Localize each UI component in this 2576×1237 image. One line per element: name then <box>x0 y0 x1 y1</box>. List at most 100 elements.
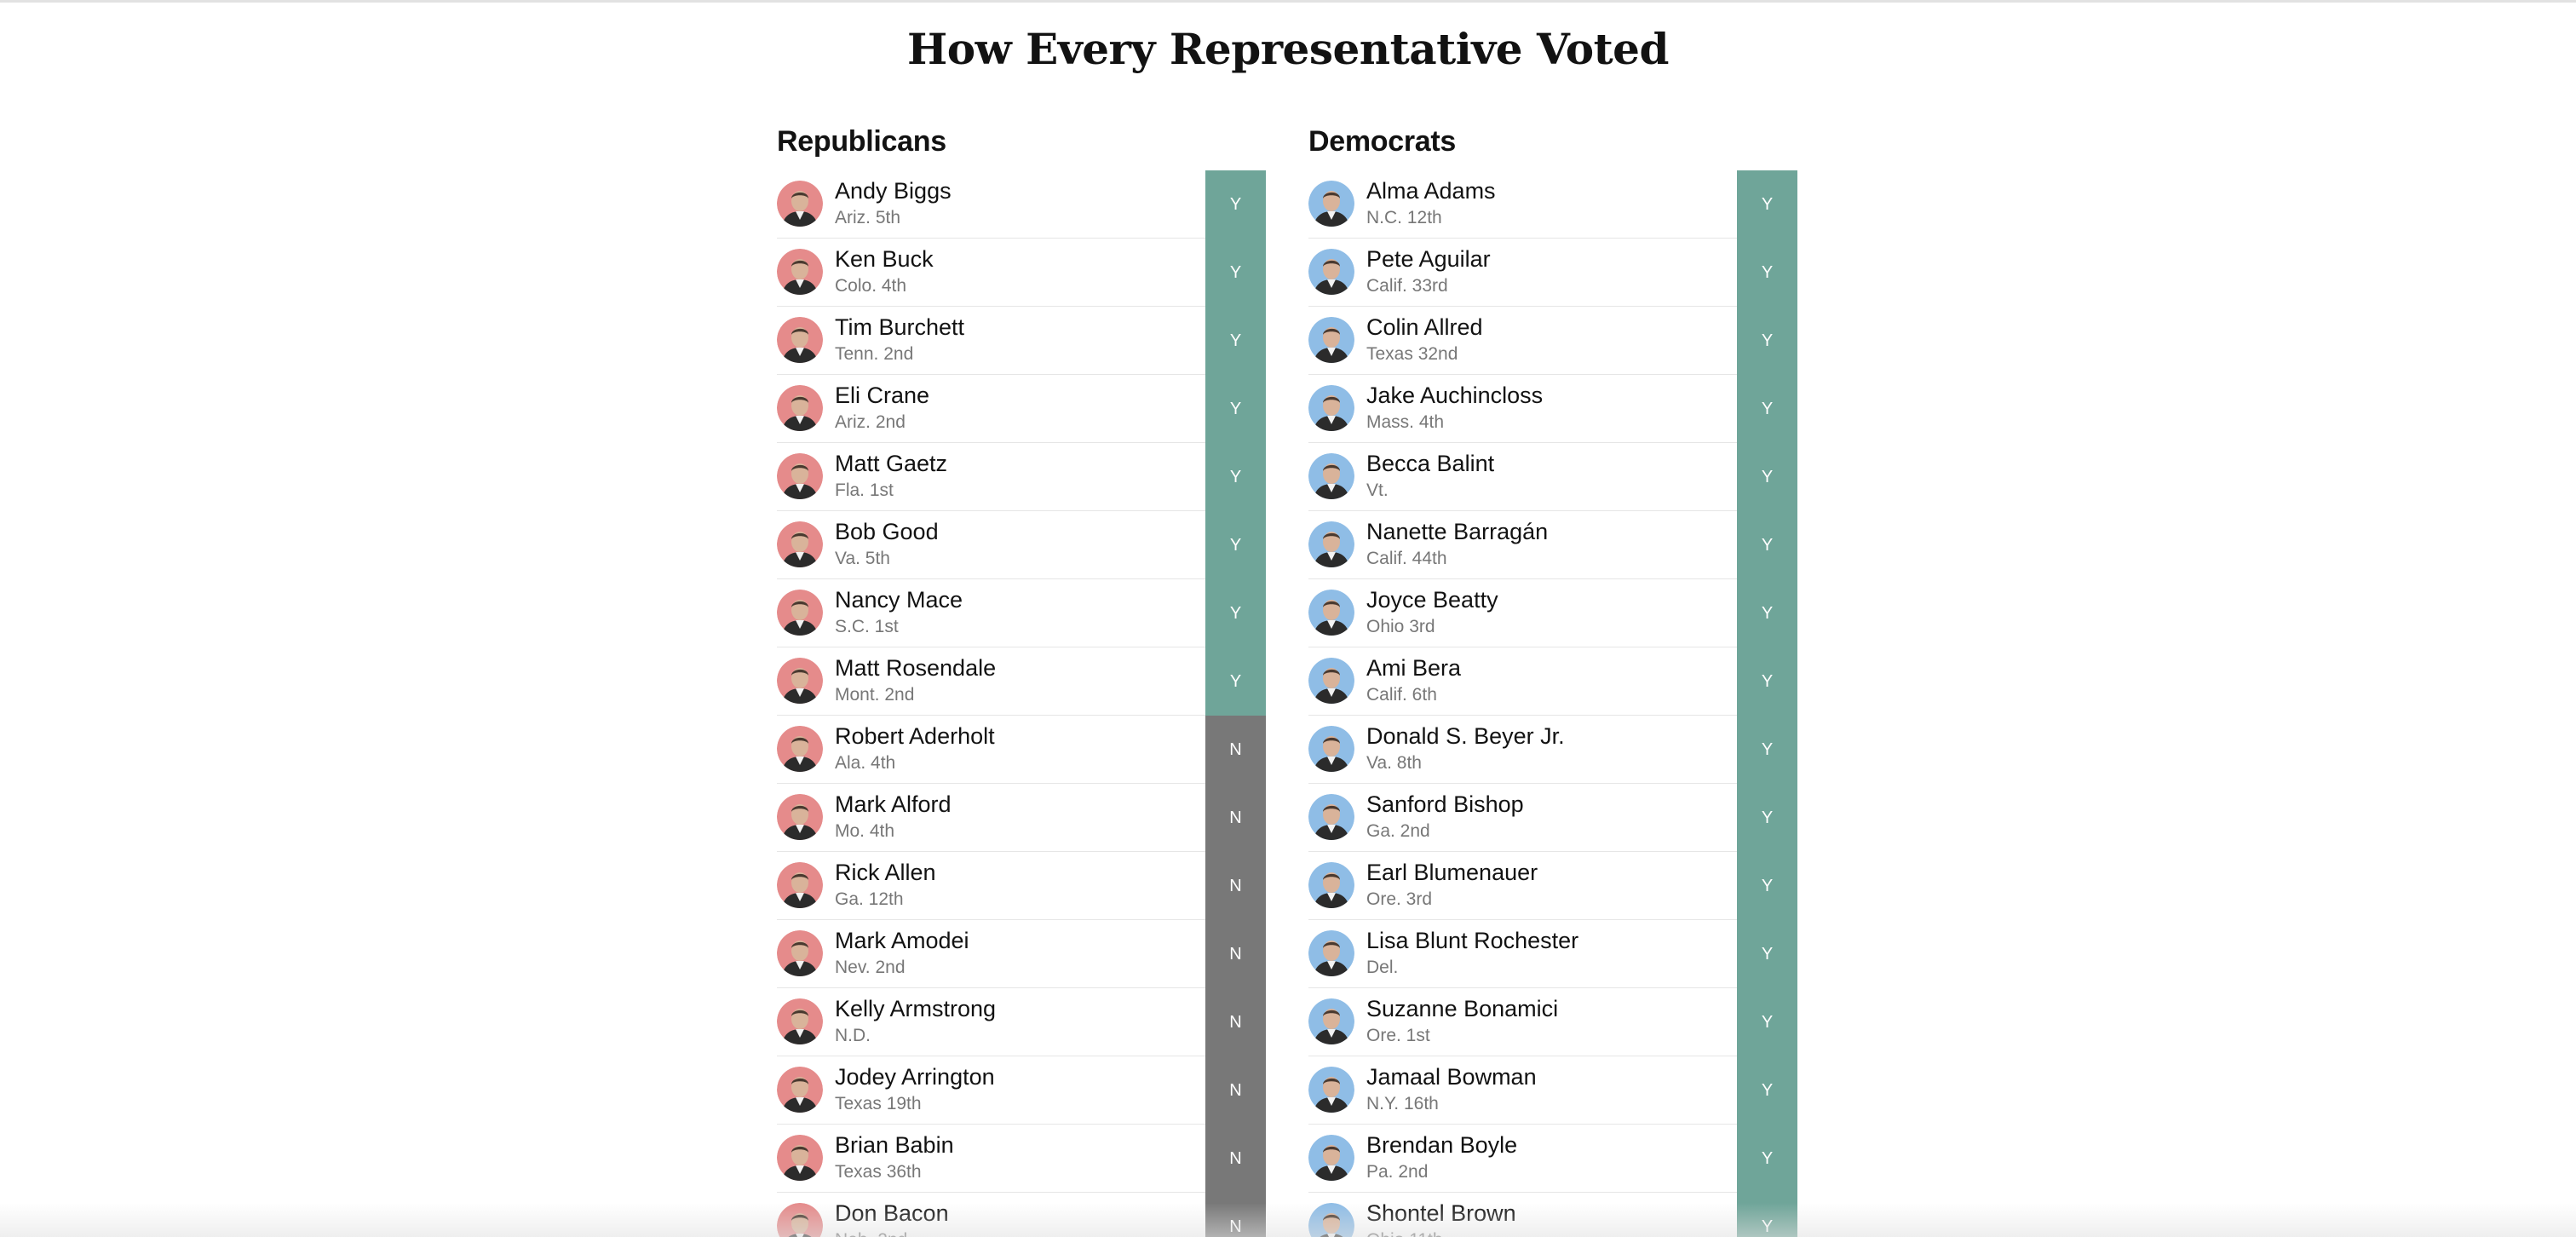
member-row: Mark Alford Mo. 4th N <box>777 784 1266 852</box>
member-district: Ala. 4th <box>835 753 896 773</box>
member-photo <box>777 1067 823 1113</box>
member-name: Robert Aderholt <box>835 723 995 749</box>
member-district: Pa. 2nd <box>1366 1162 1429 1182</box>
vote-yes-badge: Y <box>1737 375 1797 443</box>
member-district: Ariz. 2nd <box>835 412 906 432</box>
member-row: Don Bacon Neb. 2nd N <box>777 1193 1266 1237</box>
member-row: Colin Allred Texas 32nd Y <box>1308 307 1797 375</box>
member-photo <box>1308 998 1354 1044</box>
member-photo <box>1308 1135 1354 1181</box>
member-name: Alma Adams <box>1366 178 1496 204</box>
member-photo <box>777 521 823 567</box>
member-district: Va. 5th <box>835 549 890 568</box>
member-district: Ohio 11th <box>1366 1230 1443 1237</box>
member-name: Earl Blumenauer <box>1366 860 1538 885</box>
member-district: Fla. 1st <box>835 480 894 500</box>
member-district: N.D. <box>835 1026 871 1045</box>
vote-no-badge: N <box>1205 920 1266 988</box>
vote-yes-badge: Y <box>1737 784 1797 852</box>
member-name: Tim Burchett <box>835 314 965 340</box>
member-name: Andy Biggs <box>835 178 952 204</box>
vote-yes-badge: Y <box>1737 307 1797 375</box>
member-photo <box>777 726 823 772</box>
vote-no-badge: N <box>1205 988 1266 1056</box>
member-row: Eli Crane Ariz. 2nd Y <box>777 375 1266 443</box>
member-name: Colin Allred <box>1366 314 1483 340</box>
vote-no-badge: N <box>1205 852 1266 920</box>
member-photo <box>1308 453 1354 499</box>
vote-no-badge: N <box>1205 1056 1266 1125</box>
member-district: N.C. 12th <box>1366 208 1442 227</box>
member-photo <box>1308 521 1354 567</box>
member-photo <box>1308 794 1354 840</box>
vote-yes-badge: Y <box>1737 239 1797 307</box>
member-district: Ariz. 5th <box>835 208 901 227</box>
vote-yes-badge: Y <box>1205 307 1266 375</box>
member-name: Jake Auchincloss <box>1366 383 1544 408</box>
member-name: Jodey Arrington <box>835 1064 995 1090</box>
vote-yes-badge: Y <box>1737 1125 1797 1193</box>
member-row: Ken Buck Colo. 4th Y <box>777 239 1266 307</box>
republicans-list: Andy Biggs Ariz. 5th Y Ken Buck Colo. 4th Y Ti… <box>777 170 1266 1237</box>
member-name: Brian Babin <box>835 1132 954 1158</box>
member-photo <box>1308 1067 1354 1113</box>
vote-yes-badge: Y <box>1737 511 1797 579</box>
vote-no-badge: N <box>1205 716 1266 784</box>
vote-yes-badge: Y <box>1205 511 1266 579</box>
member-district: Ore. 3rd <box>1366 889 1433 909</box>
member-name: Joyce Beatty <box>1366 587 1498 613</box>
member-row: Nancy Mace S.C. 1st Y <box>777 579 1266 647</box>
member-name: Donald S. Beyer Jr. <box>1366 723 1565 749</box>
member-photo <box>777 249 823 295</box>
vote-yes-badge: Y <box>1737 920 1797 988</box>
member-district: Colo. 4th <box>835 276 907 296</box>
member-name: Becca Balint <box>1366 451 1495 476</box>
member-district: Texas 19th <box>835 1094 922 1113</box>
member-photo <box>777 930 823 976</box>
member-photo <box>777 1203 823 1237</box>
member-photo <box>777 385 823 431</box>
member-name: Mark Amodei <box>835 928 969 953</box>
top-divider <box>0 0 2576 3</box>
member-row: Suzanne Bonamici Ore. 1st Y <box>1308 988 1797 1056</box>
member-district: Nev. 2nd <box>835 958 906 977</box>
vote-yes-badge: Y <box>1737 1193 1797 1237</box>
vote-yes-badge: Y <box>1737 852 1797 920</box>
member-district: S.C. 1st <box>835 617 899 636</box>
member-name: Nanette Barragán <box>1366 519 1549 544</box>
vote-no-badge: N <box>1205 784 1266 852</box>
member-name: Sanford Bishop <box>1366 791 1524 817</box>
democrats-list: Alma Adams N.C. 12th Y Pete Aguilar Calif. 3… <box>1308 170 1797 1237</box>
vote-yes-badge: Y <box>1205 579 1266 647</box>
member-row: Brian Babin Texas 36th N <box>777 1125 1266 1193</box>
member-row: Ami Bera Calif. 6th Y <box>1308 647 1797 716</box>
vote-yes-badge: Y <box>1205 375 1266 443</box>
republicans-column: Republicans Andy Biggs Ariz. 5th Y Ken Buck… <box>777 119 1266 1237</box>
member-name: Brendan Boyle <box>1366 1132 1518 1158</box>
member-district: N.Y. 16th <box>1366 1094 1439 1113</box>
member-photo <box>777 453 823 499</box>
vote-yes-badge: Y <box>1737 170 1797 239</box>
member-district: Tenn. 2nd <box>835 344 914 364</box>
member-photo <box>1308 385 1354 431</box>
member-district: Ga. 12th <box>835 889 904 909</box>
member-row: Jamaal Bowman N.Y. 16th Y <box>1308 1056 1797 1125</box>
member-photo <box>1308 317 1354 363</box>
bottom-fade <box>0 1203 2576 1237</box>
vote-yes-badge: Y <box>1737 716 1797 784</box>
member-name: Don Bacon <box>835 1200 949 1226</box>
member-photo <box>777 181 823 227</box>
member-name: Kelly Armstrong <box>835 996 997 1021</box>
member-row: Donald S. Beyer Jr. Va. 8th Y <box>1308 716 1797 784</box>
member-name: Ken Buck <box>835 246 934 272</box>
member-row: Alma Adams N.C. 12th Y <box>1308 170 1797 239</box>
member-district: Del. <box>1366 958 1399 977</box>
member-name: Matt Gaetz <box>835 451 948 476</box>
member-district: Mont. 2nd <box>835 685 915 705</box>
member-name: Jamaal Bowman <box>1366 1064 1537 1090</box>
member-row: Matt Rosendale Mont. 2nd Y <box>777 647 1266 716</box>
member-row: Lisa Blunt Rochester Del. Y <box>1308 920 1797 988</box>
member-row: Becca Balint Vt. Y <box>1308 443 1797 511</box>
member-row: Bob Good Va. 5th Y <box>777 511 1266 579</box>
vote-yes-badge: Y <box>1205 239 1266 307</box>
